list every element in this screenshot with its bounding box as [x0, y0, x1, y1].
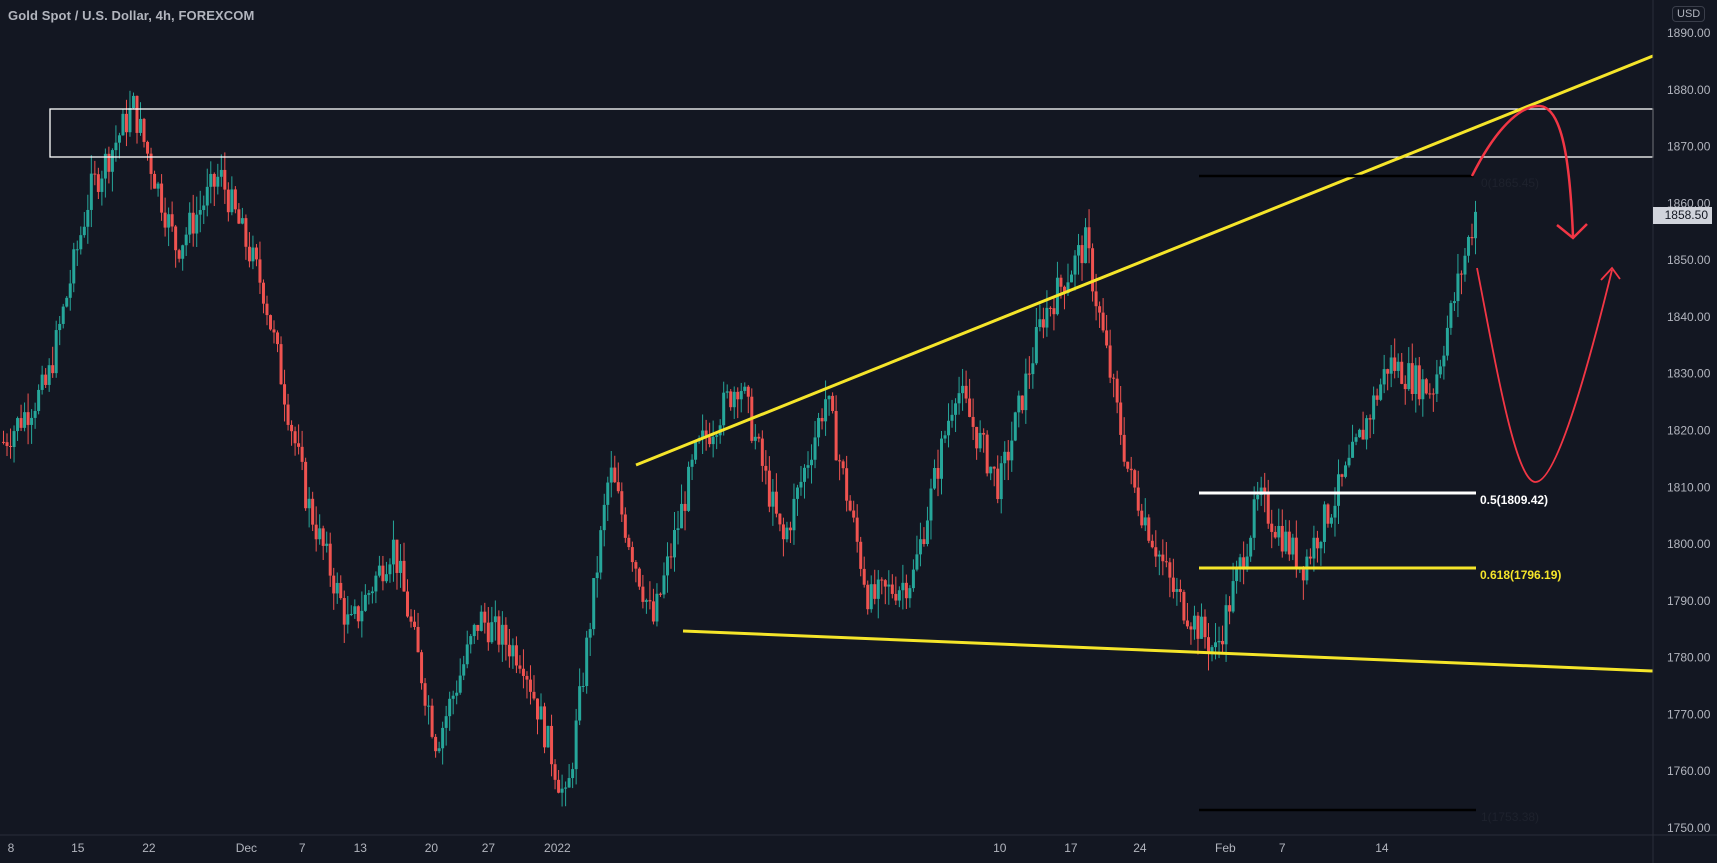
time-axis-label: 2022 — [544, 841, 571, 855]
currency-badge[interactable]: USD — [1672, 6, 1706, 22]
time-axis-label: 27 — [482, 841, 496, 855]
price-axis-label: 1790.00 — [1667, 594, 1711, 608]
time-axis-label: 13 — [354, 841, 368, 855]
price-axis-label: 1770.00 — [1667, 707, 1711, 721]
symbol-title: Gold Spot / U.S. Dollar, 4h, FOREXCOM — [8, 8, 255, 23]
time-axis-label: 8 — [8, 841, 15, 855]
last-price-label: 1858.50 — [1653, 207, 1712, 224]
upper-trendline[interactable] — [635, 54, 1654, 467]
time-axis-label: 7 — [1279, 841, 1286, 855]
time-axis-label: 22 — [142, 841, 156, 855]
price-axis-label: 1840.00 — [1667, 310, 1711, 324]
fib-label-0618: 0.618(1796.19) — [1480, 568, 1561, 582]
price-axis-label: 1800.00 — [1667, 537, 1711, 551]
price-axis-label: 1890.00 — [1667, 26, 1711, 40]
time-axis-label: 24 — [1133, 841, 1147, 855]
time-axis-label: Feb — [1215, 841, 1236, 855]
price-axis-label: 1830.00 — [1667, 367, 1711, 381]
candlestick-series — [2, 90, 1477, 807]
time-axis-label: 20 — [425, 841, 439, 855]
fib-label-0: 0(1865.45) — [1481, 176, 1539, 190]
time-axis[interactable]: 8 15 22 Dec 7 13 20 27 2022 10 17 24 Feb 7 14 — [8, 841, 1389, 855]
price-axis-label: 1780.00 — [1667, 651, 1711, 665]
projection-arrow-down[interactable] — [1470, 104, 1575, 238]
price-axis-label: 1750.00 — [1667, 821, 1711, 835]
time-axis-label: 10 — [993, 841, 1007, 855]
price-axis-label: 1880.00 — [1667, 83, 1711, 97]
projection-arrow-swing-up[interactable] — [1476, 267, 1613, 483]
resistance-zone-rectangle[interactable] — [49, 108, 1654, 158]
fib-label-1: 1(1753.38) — [1481, 810, 1539, 824]
time-axis-label: 15 — [71, 841, 85, 855]
lower-trendline[interactable] — [682, 629, 1654, 673]
time-axis-label: Dec — [236, 841, 257, 855]
price-axis-label: 1810.00 — [1667, 480, 1711, 494]
arrow-head-down-icon — [1556, 223, 1588, 240]
fib-label-05: 0.5(1809.42) — [1480, 493, 1548, 507]
price-axis-label: 1860.00 — [1667, 196, 1711, 210]
time-axis-label: 17 — [1064, 841, 1078, 855]
arrow-head-up-icon — [1600, 266, 1621, 281]
time-axis-label: 14 — [1375, 841, 1389, 855]
price-axis-label: 1850.00 — [1667, 253, 1711, 267]
price-axis[interactable]: 1890.00 1880.00 1870.00 1860.00 1850.00 1840.… — [1667, 26, 1711, 835]
time-axis-label: 7 — [299, 841, 306, 855]
price-axis-label: 1870.00 — [1667, 140, 1711, 154]
price-axis-label: 1760.00 — [1667, 764, 1711, 778]
price-axis-label: 1820.00 — [1667, 424, 1711, 438]
